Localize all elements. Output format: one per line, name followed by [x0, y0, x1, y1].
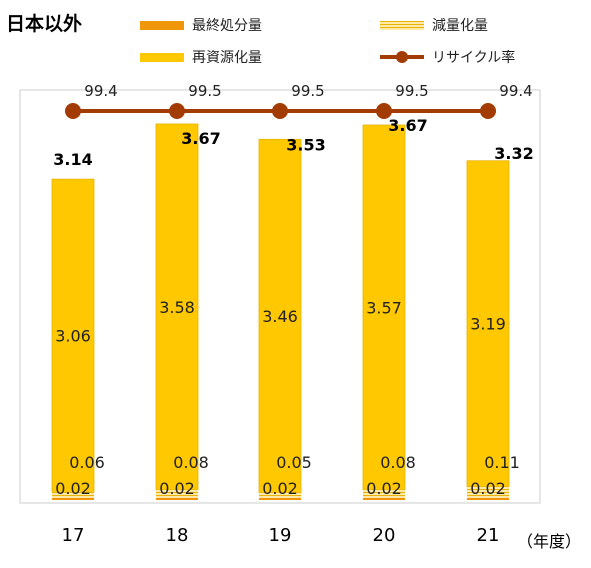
bar-final-20 — [363, 497, 405, 500]
legend-item-3: リサイクル率 — [380, 49, 515, 66]
bar-recycle-20 — [362, 124, 406, 491]
legend-swatch — [140, 21, 184, 30]
rate-label-20: 99.5 — [395, 82, 428, 100]
bar-final-17 — [52, 497, 94, 500]
rate-point-21 — [480, 103, 496, 119]
legend-item-0: 最終処分量 — [140, 18, 262, 34]
legend-label: 最終処分量 — [192, 18, 262, 34]
rate-point-19 — [272, 103, 288, 119]
x-tick-21: 21 — [477, 525, 500, 546]
legend-label: 再資源化量 — [192, 50, 262, 66]
recycle-label-18: 3.58 — [159, 298, 195, 317]
rate-point-18 — [169, 103, 185, 119]
recycle-label-19: 3.46 — [262, 307, 298, 326]
rate-line: 99.4 99.5 99.5 99.5 99.4 — [65, 82, 533, 119]
bar-reduction-18 — [156, 489, 198, 498]
final-label-20: 0.02 — [366, 479, 402, 498]
rate-label-17: 99.4 — [84, 82, 117, 100]
reduction-label-21: 0.11 — [484, 453, 520, 472]
total-label-21: 3.32 — [494, 144, 533, 163]
bar-recycle-19 — [258, 138, 302, 494]
final-label-18: 0.02 — [159, 479, 195, 498]
plot-frame — [19, 89, 541, 504]
rate-label-18: 99.5 — [188, 82, 221, 100]
legend-label: リサイクル率 — [432, 49, 515, 66]
bar-final-18 — [156, 497, 198, 500]
total-label-17: 3.14 — [53, 150, 92, 169]
recycle-label-17: 3.06 — [55, 326, 91, 345]
rate-point-20 — [376, 103, 392, 119]
bar-reduction-21 — [467, 486, 509, 498]
rate-label-21: 99.4 — [499, 82, 532, 100]
total-label-18: 3.67 — [181, 129, 220, 148]
bars — [51, 123, 510, 500]
bar-reduction-19 — [259, 492, 301, 498]
legend-marker-swatch — [396, 51, 408, 63]
rate-label-19: 99.5 — [291, 82, 324, 100]
legend-swatch — [140, 53, 184, 62]
final-label-17: 0.02 — [55, 479, 91, 498]
bar-reduction-20 — [363, 489, 405, 498]
reduction-label-20: 0.08 — [380, 453, 416, 472]
legend-item-1: 減量化量 — [380, 17, 488, 34]
final-label-21: 0.02 — [470, 479, 506, 498]
reduction-label-17: 0.06 — [69, 453, 105, 472]
bar-recycle-18 — [155, 123, 199, 491]
x-tick-20: 20 — [373, 525, 396, 546]
legend-item-2: 再資源化量 — [140, 50, 262, 66]
x-tick-19: 19 — [269, 525, 292, 546]
reduction-label-18: 0.08 — [173, 453, 209, 472]
bar-reduction-17 — [52, 491, 94, 498]
legend-label: 減量化量 — [432, 17, 488, 34]
chart-title: 日本以外 — [6, 12, 82, 35]
bar-labels: 3.14 3.06 0.06 0.02 3.67 3.58 0.08 0.02 3.53 3.46… — [53, 116, 533, 498]
total-label-19: 3.53 — [286, 135, 325, 154]
final-label-19: 0.02 — [262, 479, 298, 498]
recycle-label-21: 3.19 — [470, 315, 506, 334]
rate-point-17 — [65, 103, 81, 119]
legend-swatch — [380, 21, 424, 30]
x-axis-unit: （年度） — [517, 532, 581, 551]
total-label-20: 3.67 — [388, 116, 427, 135]
reduction-label-19: 0.05 — [276, 453, 312, 472]
recycle-label-20: 3.57 — [366, 298, 402, 317]
x-tick-17: 17 — [62, 525, 85, 546]
x-axis-ticks: 17 18 19 20 21 — [62, 525, 500, 546]
bar-final-19 — [259, 497, 301, 500]
bar-recycle-21 — [466, 160, 510, 488]
bar-final-21 — [467, 497, 509, 500]
bar-recycle-17 — [51, 178, 95, 493]
x-tick-18: 18 — [166, 525, 189, 546]
